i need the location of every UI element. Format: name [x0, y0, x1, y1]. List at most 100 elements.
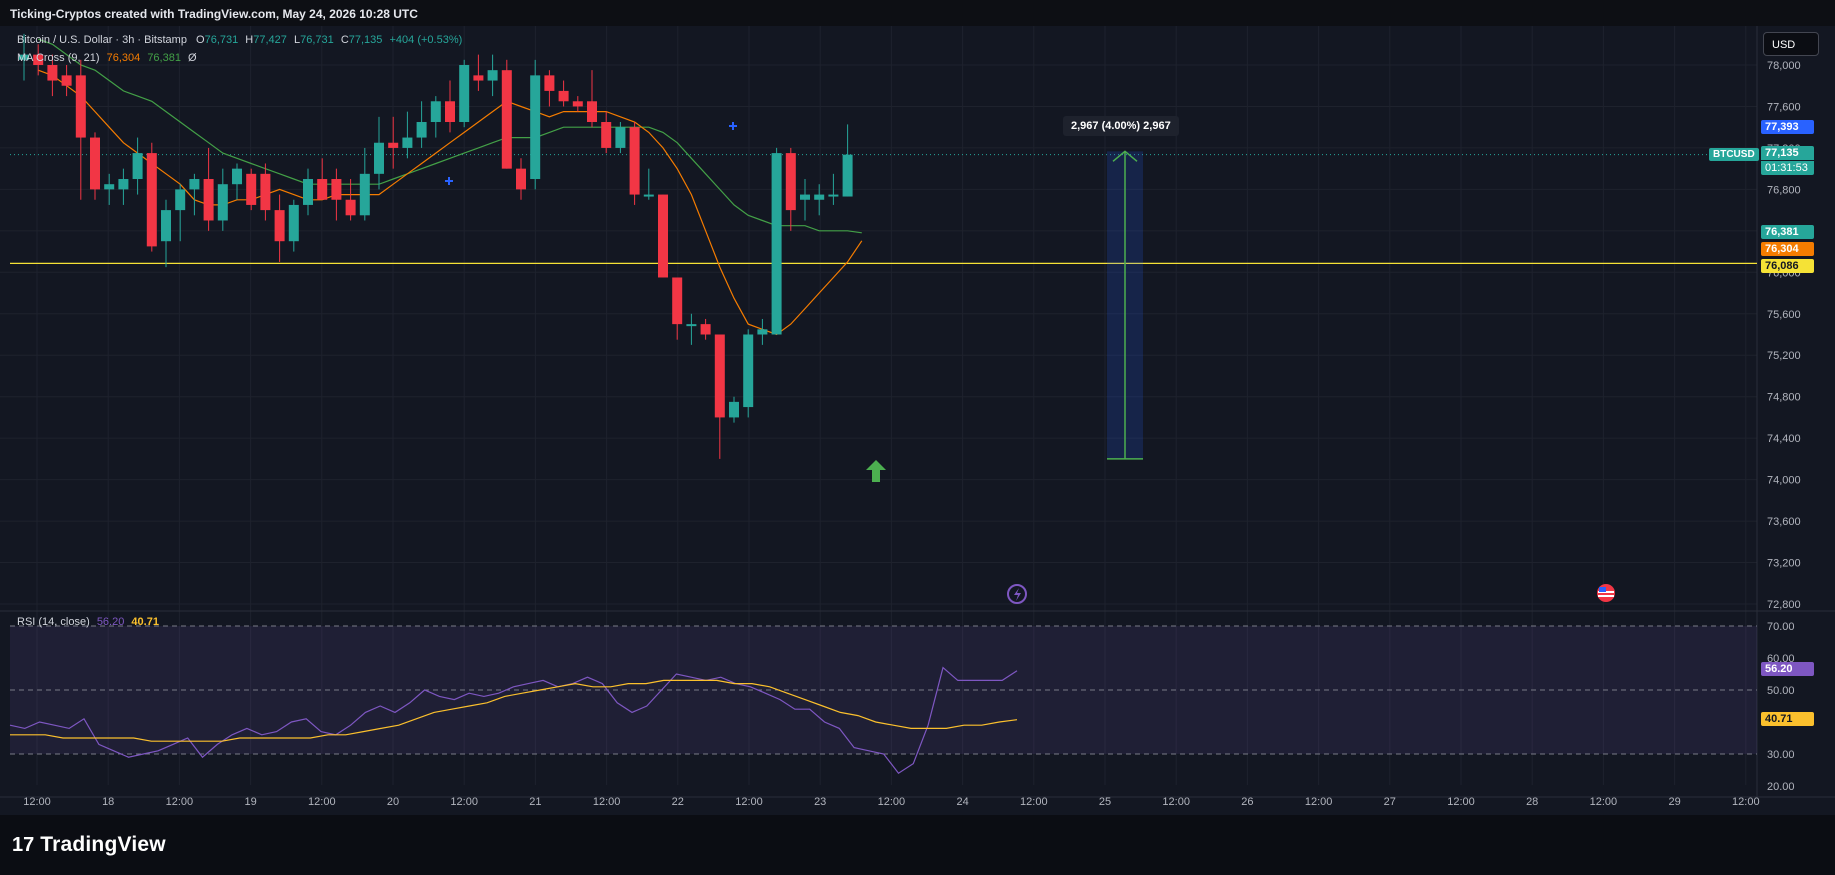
candle-body [232, 168, 242, 185]
buy-arrow-shape [866, 460, 886, 482]
candle [558, 80, 569, 107]
close-value: 77,135 [348, 34, 383, 46]
time-tick-label: 12:00 [1305, 796, 1333, 808]
ma-slow-price-label: 76,381 [1761, 225, 1814, 239]
candle [189, 173, 200, 216]
candle-body [104, 184, 115, 190]
price-range-label[interactable]: 2,967 (4.00%) 2,967 [1063, 116, 1179, 136]
candle [658, 194, 668, 278]
candle-body [587, 101, 597, 123]
buy-arrow-icon [866, 460, 886, 482]
time-tick-label: 19 [244, 796, 256, 808]
time-tick-label: 12:00 [735, 796, 763, 808]
currency-button[interactable]: USD [1763, 32, 1819, 56]
candle [303, 168, 313, 216]
symbol-name[interactable]: Bitcoin / U.S. Dollar · 3h · Bitstamp [17, 34, 187, 46]
candle-body [161, 210, 171, 242]
cross-marker-icon [445, 177, 453, 185]
rsi-legend[interactable]: RSI (14, close) 56.20 40.71 [17, 616, 159, 628]
top-caption-bar: Ticking-Cryptos created with TradingView… [0, 0, 1835, 26]
candle-body [558, 90, 569, 102]
candle [132, 137, 143, 195]
candle-body [75, 75, 86, 138]
candle [118, 168, 129, 205]
candle [90, 132, 100, 200]
candle-body [785, 153, 796, 211]
candle [430, 96, 441, 138]
flag-stripe [1598, 595, 1614, 597]
tradingview-logo[interactable]: 17 TradingView [12, 833, 166, 857]
candle [203, 147, 214, 231]
candle [544, 70, 555, 107]
candle [672, 277, 683, 340]
chart-markers [445, 122, 1615, 604]
candle [530, 59, 541, 190]
candle [587, 70, 597, 128]
rsi-tick-label: 30.00 [1767, 749, 1795, 761]
candle [814, 184, 825, 216]
candle [459, 59, 470, 128]
candle-body [33, 54, 44, 65]
candle [771, 147, 782, 335]
candle [714, 334, 725, 459]
change-value: +404 (+0.53%) [389, 34, 463, 46]
candle-body [672, 277, 683, 325]
candle-body [303, 179, 313, 205]
candle [516, 158, 526, 200]
candle-body [487, 70, 498, 81]
candle-body [445, 101, 455, 123]
price-tick-label: 75,600 [1767, 309, 1801, 321]
time-tick-label: 12:00 [1162, 796, 1190, 808]
ma-cross-lines [37, 38, 863, 336]
candle [743, 329, 754, 418]
symbol-legend: Bitcoin / U.S. Dollar · 3h · Bitstamp O7… [17, 34, 462, 46]
candle [75, 59, 86, 200]
candle [729, 396, 739, 423]
candle [643, 168, 654, 200]
flag-canton [1599, 587, 1606, 592]
price-tick-label: 73,600 [1767, 516, 1801, 528]
price-range-tool[interactable] [1107, 150, 1143, 460]
time-tick-label: 12:00 [23, 796, 51, 808]
time-tick-label: 21 [529, 796, 541, 808]
candle-body [771, 153, 782, 335]
candle [445, 80, 455, 133]
ma-extra-value: Ø [188, 52, 197, 64]
candle-body [842, 154, 853, 197]
close-label: C [340, 34, 349, 46]
price-chart[interactable]: 78,00077,60077,20076,80076,40076,00075,6… [0, 0, 1835, 815]
open-value: 76,731 [204, 34, 239, 46]
price-tick-label: 75,200 [1767, 350, 1801, 362]
time-tick-label: 23 [814, 796, 826, 808]
ma-slow-value: 76,381 [147, 52, 181, 64]
rsi-tick-label: 70.00 [1767, 621, 1795, 633]
ma-fast-line [37, 69, 863, 336]
tradingview-wordmark: TradingView [40, 833, 166, 856]
ma-legend[interactable]: MA Cross (9, 21) 76,304 76,381 Ø [17, 52, 197, 64]
candle [572, 96, 583, 112]
price-tick-label: 72,800 [1767, 599, 1801, 611]
bar-countdown-label: 01:31:53 [1761, 161, 1814, 175]
candle-body [430, 101, 441, 123]
chart-background [0, 26, 1835, 815]
candle-body [359, 173, 370, 216]
hline-price-label[interactable]: 76,086 [1761, 259, 1814, 273]
rsi-tick-label: 50.00 [1767, 685, 1795, 697]
horizontal-line[interactable] [10, 154, 1757, 265]
time-axis[interactable]: 12:00 18 12:00 19 12:00 20 12:00 21 12:00 22 12:00… [23, 796, 1759, 808]
tradingview-logo-icon: 17 [12, 833, 35, 856]
candle-body [331, 179, 342, 200]
candle [473, 54, 484, 91]
chart-grid [0, 26, 1835, 798]
candle-body [459, 65, 470, 123]
price-tick-label: 78,000 [1767, 60, 1801, 72]
us-flag-icon [1597, 584, 1615, 602]
candle-body [658, 194, 668, 278]
low-value: 76,731 [300, 34, 334, 46]
candle [246, 168, 257, 211]
alert-price-label[interactable]: 77,393 [1761, 120, 1814, 134]
candle-body [246, 173, 257, 205]
ma-fast-price-label: 76,304 [1761, 242, 1814, 256]
candle [615, 122, 626, 154]
candle [700, 318, 711, 340]
